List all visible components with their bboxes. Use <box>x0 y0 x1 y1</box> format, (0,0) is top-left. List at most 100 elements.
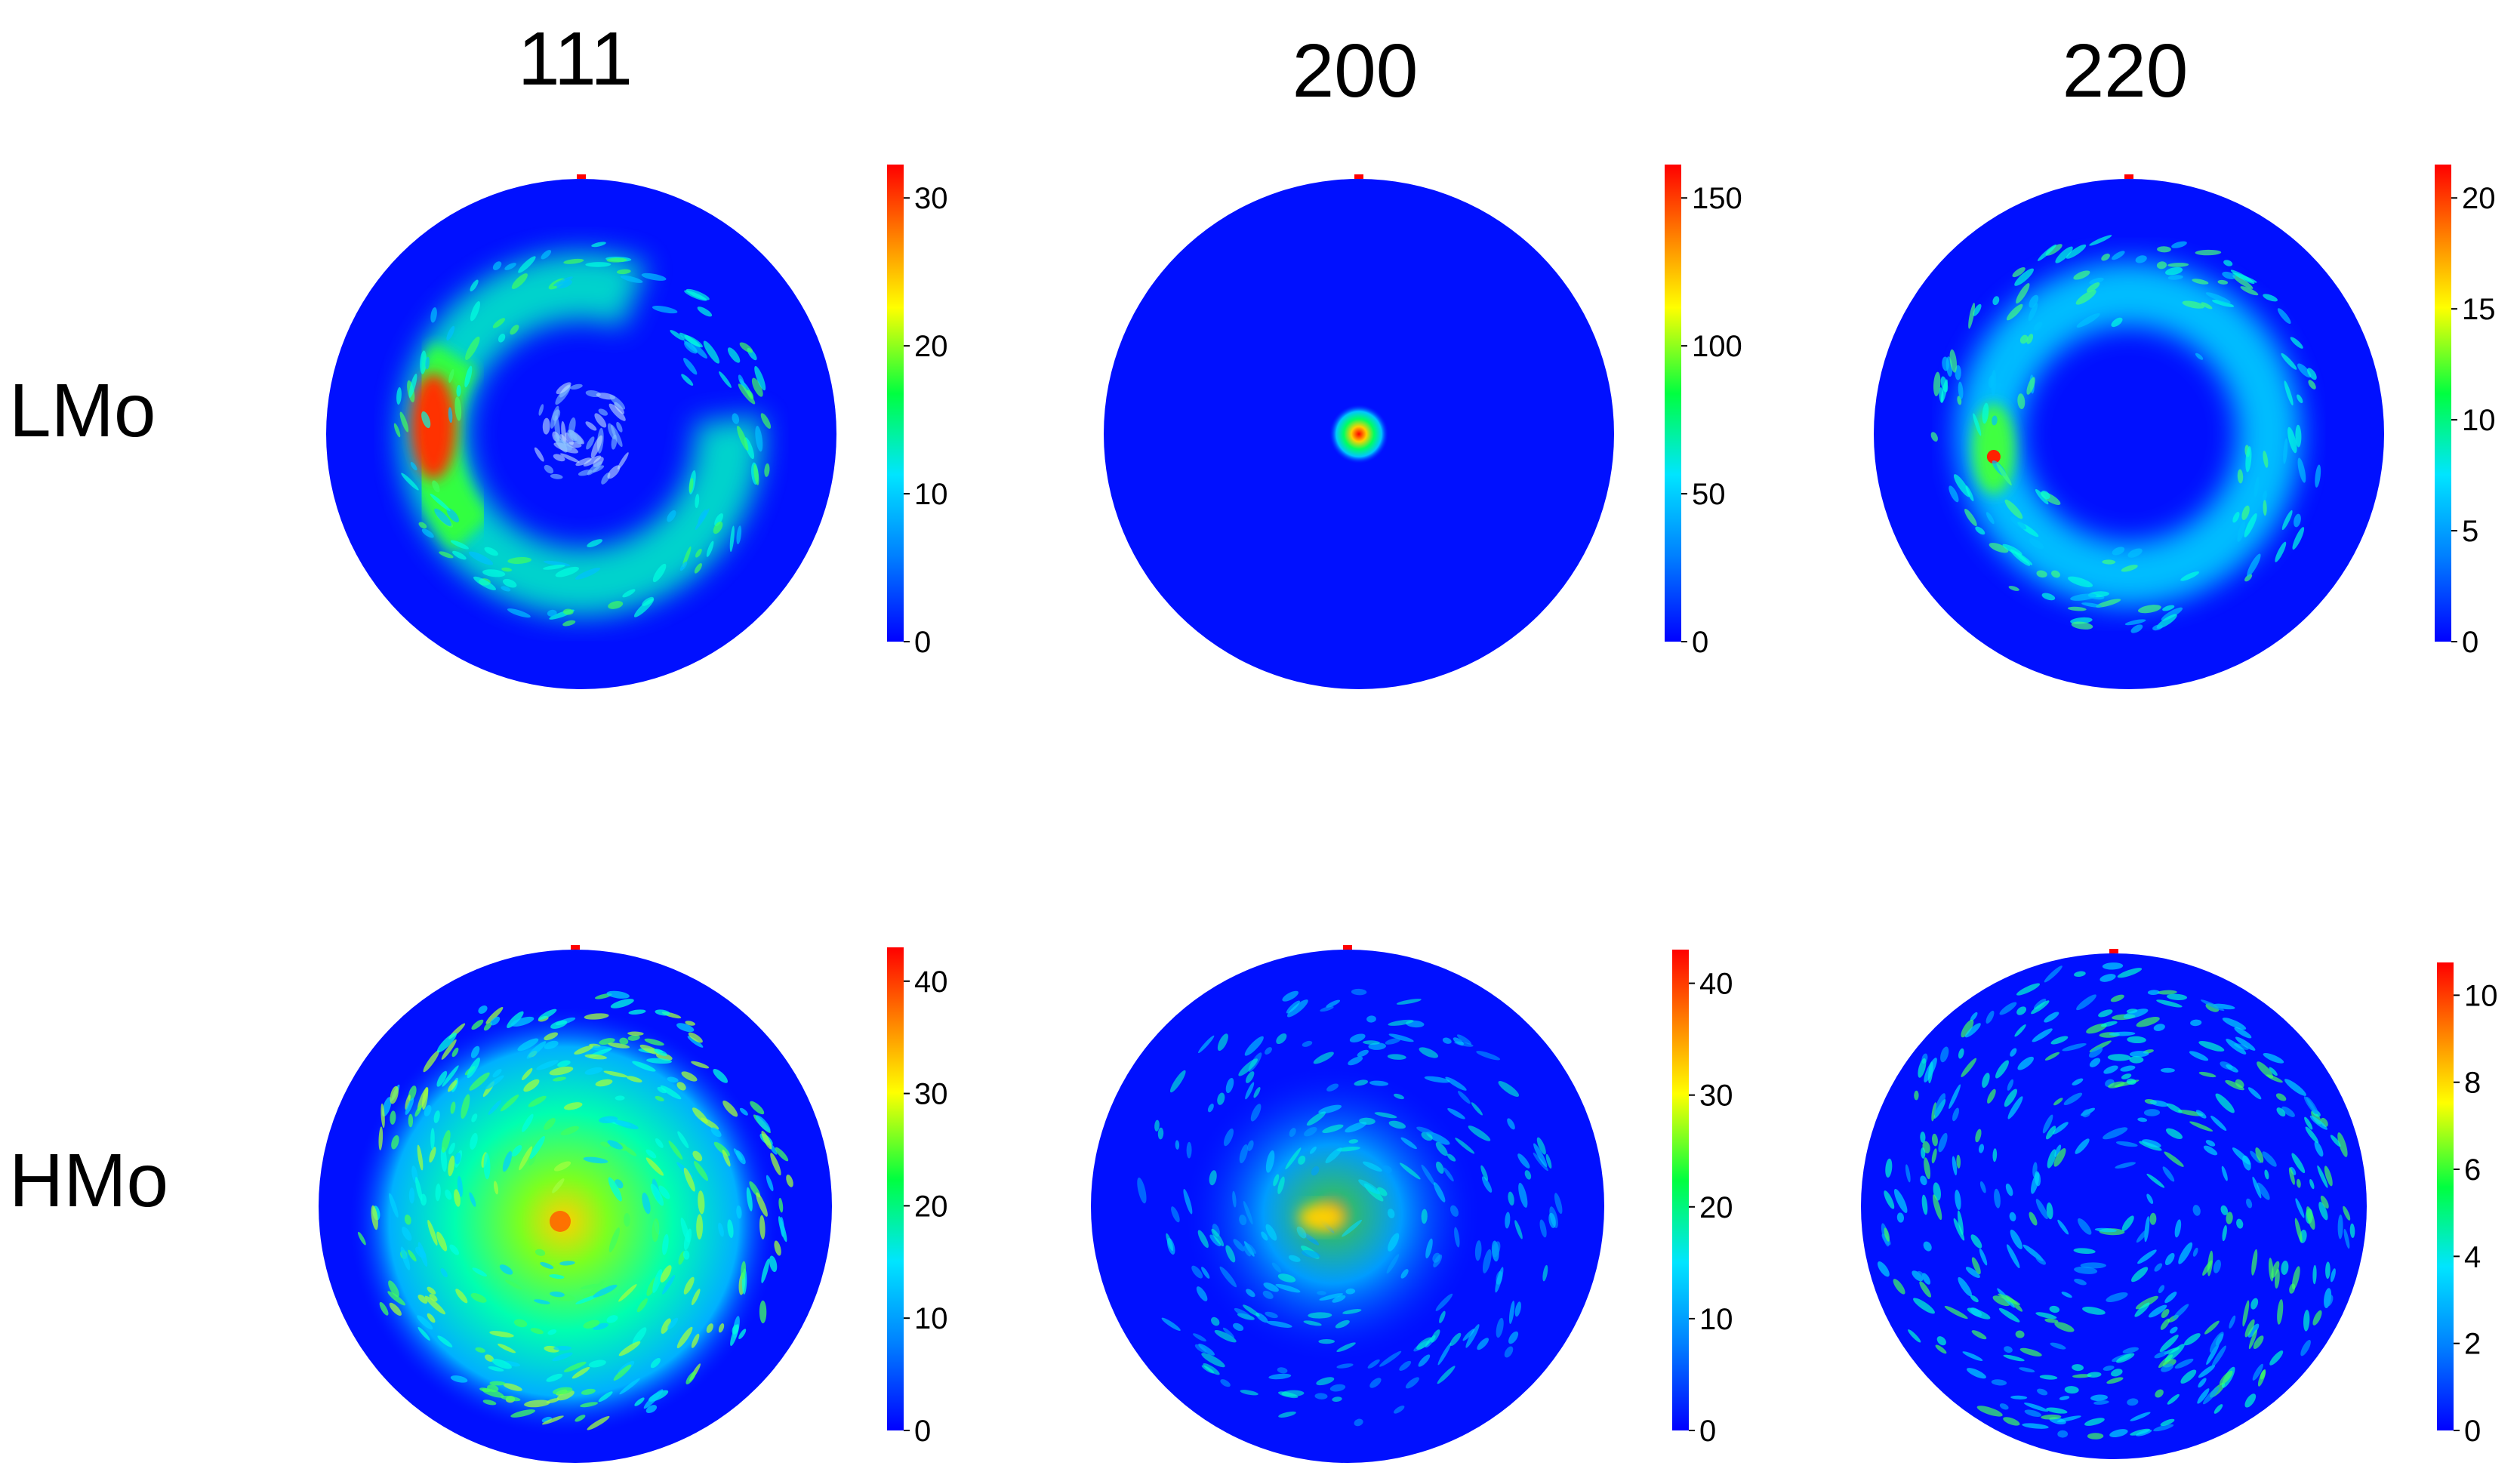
intensity-speckle <box>1154 1119 1160 1132</box>
intensity-speckle <box>568 417 576 436</box>
intensity-speckle <box>608 1227 620 1252</box>
intensity-speckle <box>660 1265 672 1283</box>
intensity-speckle <box>1253 1086 1261 1098</box>
intensity-speckle <box>2195 353 2204 360</box>
colorbar-tick-label: 2 <box>2464 1328 2481 1361</box>
intensity-speckle <box>1386 1254 1400 1274</box>
intensity-speckle <box>1265 1224 1277 1241</box>
intensity-speckle <box>617 452 629 470</box>
intensity-speckle <box>1317 1291 1326 1295</box>
intensity-speckle <box>584 1013 609 1020</box>
intensity-speckle <box>1992 1148 1998 1162</box>
intensity-speckle <box>1453 1037 1464 1045</box>
intensity-speckle <box>1351 988 1367 996</box>
intensity-speckle <box>1240 1390 1258 1396</box>
intensity-speckle <box>2271 1261 2280 1279</box>
intensity-speckle <box>2026 377 2035 395</box>
intensity-speckle <box>563 1361 587 1372</box>
intensity-speckle <box>2320 1195 2329 1209</box>
intensity-speckle <box>1245 1082 1255 1100</box>
intensity-speckle <box>1277 1176 1285 1194</box>
intensity-speckle <box>1970 1234 1982 1249</box>
intensity-speckle <box>2203 1145 2218 1156</box>
intensity-speckle <box>685 1021 695 1026</box>
intensity-speckle <box>379 1301 389 1316</box>
intensity-speckle <box>400 1246 411 1270</box>
intensity-speckle <box>2247 553 2261 577</box>
intensity-speckle <box>396 386 402 405</box>
intensity-speckle <box>442 1065 459 1087</box>
intensity-speckle <box>1975 526 1986 535</box>
intensity-speckle <box>1505 1212 1511 1229</box>
intensity-speckle <box>1366 1015 1376 1023</box>
intensity-speckle <box>679 561 688 571</box>
intensity-speckle <box>2137 605 2161 614</box>
intensity-map <box>1137 988 1563 1427</box>
intensity-speckle <box>1476 1051 1501 1061</box>
intensity-speckle <box>750 1101 765 1115</box>
intensity-speckle <box>657 1086 667 1094</box>
intensity-speckle <box>2297 363 2312 378</box>
intensity-speckle <box>755 426 763 452</box>
pole-figure-panel-hmo-111: 0 10 20 30 40 <box>319 945 948 1463</box>
intensity-speckle <box>738 383 756 405</box>
intensity-speckle <box>2059 1396 2070 1400</box>
intensity-speckle <box>650 1357 661 1369</box>
intensity-speckle <box>563 1102 583 1110</box>
intensity-speckle <box>682 1250 690 1260</box>
intensity-speckle <box>722 1100 738 1117</box>
intensity-speckle <box>1495 1267 1504 1293</box>
intensity-speckle <box>1326 1083 1339 1092</box>
intensity-speckle <box>464 365 473 388</box>
intensity-speckle <box>1964 1023 1981 1038</box>
intensity-speckle <box>683 1167 695 1192</box>
intensity-speckle <box>1201 1353 1225 1368</box>
intensity-speckle <box>1379 1350 1402 1367</box>
intensity-speckle <box>1336 1146 1360 1152</box>
intensity-speckle <box>584 1067 603 1075</box>
intensity-speckle <box>501 567 512 572</box>
intensity-speckle <box>2225 1079 2244 1091</box>
intensity-speckle <box>1396 999 1422 1005</box>
intensity-speckle <box>1358 1179 1381 1194</box>
intensity-speckle <box>1316 1377 1335 1386</box>
intensity-speckle <box>2109 1429 2128 1438</box>
intensity-speckle <box>570 383 583 390</box>
intensity-speckle <box>1893 1279 1905 1295</box>
intensity-speckle <box>1986 512 1995 525</box>
intensity-speckle <box>2035 1256 2047 1265</box>
intensity-speckle <box>449 1244 459 1255</box>
colorbar-tick-label: 10 <box>2462 404 2496 437</box>
intensity-speckle <box>2213 1003 2235 1010</box>
intensity-speckle <box>552 1387 573 1395</box>
intensity-speckle <box>1913 1298 1935 1314</box>
intensity-speckle <box>1435 1293 1453 1311</box>
intensity-speckle <box>1958 1276 1972 1297</box>
intensity-speckle <box>2080 1262 2106 1269</box>
intensity-speckle <box>606 257 627 263</box>
intensity-speckle <box>2209 1332 2224 1353</box>
intensity-speckle <box>1536 1137 1546 1155</box>
intensity-speckle <box>766 1175 774 1192</box>
intensity-speckle <box>1504 1346 1514 1358</box>
intensity-speckle <box>501 586 511 592</box>
intensity-speckle <box>2024 1409 2042 1417</box>
intensity-speckle <box>770 1153 781 1176</box>
intensity-speckle <box>1921 1147 1926 1159</box>
intensity-speckle <box>2004 499 2023 519</box>
intensity-speckle <box>1244 1036 1264 1056</box>
intensity-speckle <box>483 1022 492 1031</box>
intensity-speckle <box>1191 1265 1203 1279</box>
intensity-speckle <box>2160 1067 2175 1073</box>
intensity-speckle <box>504 263 516 270</box>
intensity-speckle <box>2275 541 2287 562</box>
intensity-speckle <box>1289 1128 1296 1138</box>
intensity-speckle <box>2283 438 2288 464</box>
intensity-speckle <box>1982 1073 1990 1089</box>
intensity-speckle <box>555 566 579 577</box>
intensity-speckle <box>587 1415 610 1430</box>
intensity-speckle <box>706 1323 713 1333</box>
intensity-speckle <box>454 1189 461 1207</box>
colorbar: 0 50 100 150 <box>1665 165 1742 659</box>
intensity-speckle <box>448 1142 455 1155</box>
